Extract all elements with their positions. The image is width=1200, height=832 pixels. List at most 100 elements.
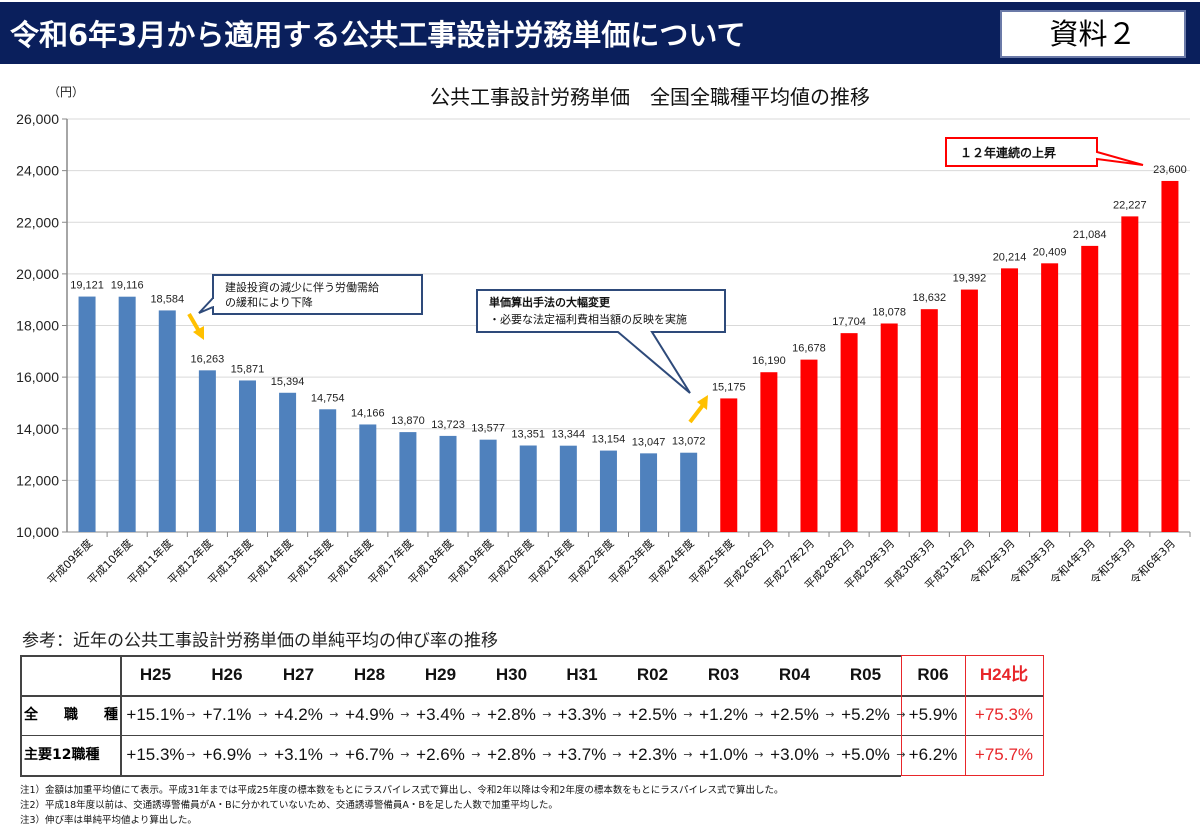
- y-tick-label: 22,000: [16, 214, 59, 230]
- arrow-icon: →: [612, 748, 622, 761]
- method-change-title: 単価算出手法の大幅変更: [489, 295, 611, 309]
- bar: [840, 333, 858, 532]
- value-label: 19,121: [70, 280, 104, 292]
- value-label: 14,166: [351, 407, 385, 419]
- bar: [1161, 180, 1179, 532]
- bar: [800, 359, 818, 532]
- value-label: 18,584: [150, 293, 184, 305]
- note-3: 注3）伸び率は単純平均値より算出した。: [20, 815, 197, 826]
- document-label: 資料２: [1000, 10, 1186, 58]
- column-header: R03: [707, 665, 740, 684]
- rate-cell: +2.3%: [628, 745, 677, 764]
- bar: [920, 309, 938, 532]
- bar: [880, 323, 898, 532]
- value-label: 13,351: [511, 429, 545, 441]
- arrow-icon: →: [754, 708, 764, 721]
- arrow-icon: →: [329, 708, 339, 721]
- table-border: [20, 655, 901, 657]
- arrow-icon: →: [471, 708, 481, 721]
- arrow-icon: →: [896, 748, 906, 761]
- value-label: 22,227: [1113, 199, 1147, 211]
- rate-cell: +3.7%: [557, 745, 607, 764]
- rate-cell: +3.4%: [416, 705, 465, 724]
- bar: [319, 409, 337, 532]
- arrow-icon: →: [258, 708, 268, 721]
- column-header: H29: [424, 665, 457, 684]
- arrow-icon: →: [612, 708, 622, 721]
- column-header: H24比: [979, 665, 1029, 684]
- rate-cell: +2.8%: [487, 745, 536, 764]
- y-tick-label: 14,000: [16, 421, 59, 437]
- value-label: 13,870: [391, 415, 425, 427]
- y-axis-unit: （円）: [48, 85, 84, 99]
- bar: [599, 450, 617, 532]
- chart-title: 公共工事設計労務単価 全国全職種平均値の推移: [430, 85, 870, 109]
- rate-cell: +1.2%: [699, 705, 748, 724]
- bar: [279, 392, 297, 532]
- reference-title: 参考：近年の公共工事設計労務単価の単純平均の伸び率の推移: [22, 631, 498, 651]
- y-tick-label: 24,000: [16, 163, 59, 179]
- value-labels: 19,121 19,116 18,584 16,263 15,871 15,394 14,7…: [70, 164, 1187, 448]
- rate-cell: +4.9%: [345, 705, 394, 724]
- up-arrow-icon: [688, 403, 705, 424]
- table-border: [965, 655, 966, 775]
- rate-cell: +3.0%: [770, 745, 819, 764]
- rate-cell: +5.0%: [841, 745, 890, 764]
- up-arrow-head-icon: [697, 395, 708, 410]
- column-header: R06: [917, 665, 949, 684]
- y-tick-label: 12,000: [16, 472, 59, 488]
- bar: [1121, 216, 1139, 532]
- column-header: R04: [778, 665, 811, 684]
- table-border: [120, 655, 122, 775]
- value-label: 16,678: [792, 343, 826, 355]
- value-label: 20,409: [1033, 246, 1067, 258]
- page-title: 令和6年3月から適用する公共工事設計労務単価について: [10, 18, 746, 52]
- arrow-icon: →: [186, 708, 196, 721]
- rate-cell: +6.9%: [202, 745, 252, 764]
- bar: [640, 453, 658, 532]
- bar: [158, 310, 176, 532]
- table-border: [1043, 655, 1044, 776]
- bar: [680, 452, 698, 532]
- rate-cell: +2.5%: [770, 705, 819, 724]
- bar: [238, 380, 256, 532]
- down-arrow-head-icon: [193, 326, 204, 340]
- rate-cell: +2.8%: [487, 705, 536, 724]
- decline-callout-pointer: [198, 297, 214, 314]
- value-label: 13,723: [431, 419, 465, 431]
- row-label: 全職種: [24, 707, 118, 723]
- bar: [960, 289, 978, 532]
- bar: [118, 296, 136, 532]
- bar: [78, 296, 96, 532]
- y-tick-label: 16,000: [16, 369, 59, 385]
- rise-callout: [945, 137, 1144, 167]
- note-2: 注2）平成18年度以前は、交通誘導警備員がA・Bに分かれていないため、交通誘導警…: [20, 800, 558, 811]
- arrow-icon: →: [186, 748, 196, 761]
- rate-cell: +75.3%: [974, 705, 1034, 724]
- rate-cell: +3.3%: [557, 705, 607, 724]
- bar: [760, 372, 778, 532]
- y-tick-label: 10,000: [16, 524, 59, 540]
- value-label: 15,394: [271, 376, 305, 388]
- arrow-icon: →: [258, 748, 268, 761]
- bar: [359, 424, 377, 532]
- rate-cell: +2.6%: [416, 745, 465, 764]
- table: H25 H26 H27 H28 H29 H30 H31 R02 R03 R04 R05 R06 H24比…: [20, 655, 1044, 777]
- column-header: H31: [566, 665, 598, 684]
- table-border: [20, 775, 901, 777]
- method-change-callout: [476, 289, 726, 394]
- arrow-icon: →: [754, 748, 764, 761]
- rate-cell: +6.2%: [908, 745, 958, 764]
- arrow-icon: →: [683, 748, 693, 761]
- rate-cell: +6.7%: [345, 745, 394, 764]
- rate-cell: +2.5%: [628, 705, 677, 724]
- bars: [78, 180, 1191, 537]
- rate-cell: +1.0%: [699, 745, 748, 764]
- column-header: H28: [353, 665, 386, 684]
- rate-cell: +75.7%: [974, 745, 1034, 764]
- rate-cell: +7.1%: [202, 705, 252, 724]
- rate-cell: +15.1%: [126, 705, 185, 724]
- arrow-icon: →: [683, 708, 693, 721]
- bar-chart: 公共工事設計労務単価 全国全職種平均値の推移 （円） 10,000 12,000 1…: [16, 85, 1191, 592]
- value-label: 19,392: [953, 273, 987, 285]
